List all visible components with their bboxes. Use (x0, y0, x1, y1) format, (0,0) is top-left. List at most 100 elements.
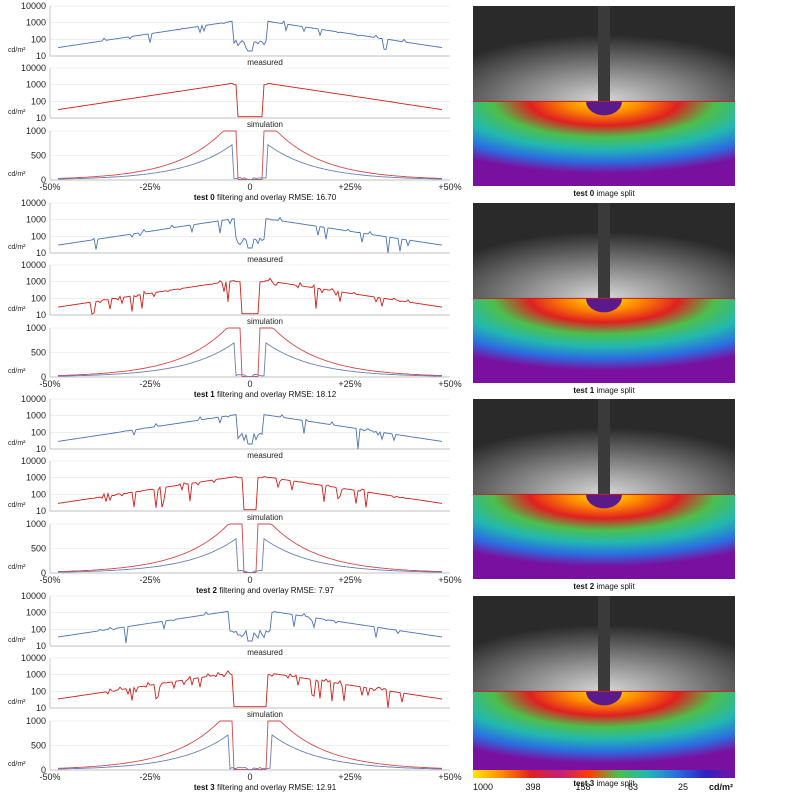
x-tick-label: -50% (39, 379, 60, 389)
y-tick-label: 1000 (26, 519, 46, 529)
x-tick-label: +25% (338, 772, 361, 782)
image-caption: test 3 image split (573, 779, 635, 788)
y-tick-label: 500 (31, 544, 46, 554)
overlay-measured-series (57, 143, 443, 180)
y-tick-label: 1000 (26, 670, 46, 680)
test-block-3: 10000100010010cd/m²measured1000010001001… (8, 591, 735, 792)
y-tick-label: 10 (36, 444, 46, 454)
unit-label: cd/m² (8, 47, 26, 54)
panel-label-measured: measured (247, 255, 283, 264)
y-tick-label: 10000 (21, 591, 46, 601)
y-tick-label: 10000 (21, 198, 46, 208)
lamp-stem (598, 6, 610, 102)
x-tick-label: -50% (39, 182, 60, 192)
caption-test-name: test 3 (194, 783, 215, 792)
caption-rmse: filtering and overlay RMSE: 16.70 (215, 193, 337, 202)
y-tick-label: 1000 (26, 277, 46, 287)
image-caption-suffix: image split (594, 582, 635, 591)
y-tick-label: 1000 (26, 18, 46, 28)
x-tick-label: +25% (338, 575, 361, 585)
test-block-1: 10000100010010cd/m²measured1000010001001… (8, 198, 735, 399)
x-tick-label: 0 (247, 575, 252, 585)
y-tick-label: 0 (41, 568, 46, 578)
y-tick-label: 1000 (26, 473, 46, 483)
y-tick-label: 1000 (26, 126, 46, 136)
panel-overlay: 1000 500 0 cd/m² -50% -25% 0 +25% +50% test 3 fil… (8, 716, 462, 792)
caption-rmse: filtering and overlay RMSE: 18.12 (215, 390, 337, 399)
panel-label-simulation: simulation (247, 120, 283, 129)
x-tick-label: -25% (139, 575, 160, 585)
heatmap-half (473, 691, 735, 776)
y-tick-label: 10 (36, 51, 46, 61)
image-caption-test-name: test 2 (573, 582, 594, 591)
x-tick-label: 0 (247, 379, 252, 389)
x-tick-label: -25% (139, 182, 160, 192)
heatmap-half (473, 494, 735, 579)
simulation-series (57, 277, 443, 315)
y-tick-label: 100 (31, 686, 46, 696)
image-caption: test 0 image split (573, 189, 635, 198)
y-tick-label: 10 (36, 506, 46, 516)
x-tick-label: +50% (438, 182, 461, 192)
measured-series (57, 413, 443, 450)
heatmap-half (473, 101, 735, 186)
panel-simulation: 10000 1000 100 10 cd/m² simulation (8, 653, 450, 719)
panel-label-measured: measured (247, 648, 283, 657)
y-tick-label: 100 (31, 231, 46, 241)
unit-label: cd/m² (8, 171, 26, 178)
heatmap-half (473, 298, 735, 383)
y-tick-label: 100 (31, 293, 46, 303)
image-caption-test-name: test 0 (573, 189, 594, 198)
panel-measured: 10000 1000 100 10 cd/m² measured (8, 1, 450, 67)
lamp-shade (586, 494, 622, 509)
y-tick-label: 100 (31, 489, 46, 499)
y-tick-label: 1000 (26, 215, 46, 225)
x-tick-label: +50% (438, 575, 461, 585)
panel-overlay: 1000 500 0 cd/m² -50% -25% 0 +25% +50% test 1 fil… (8, 323, 462, 399)
y-tick-label: 1000 (26, 323, 46, 333)
caption: test 2 filtering and overlay RMSE: 7.97 (196, 586, 334, 595)
y-tick-label: 10000 (21, 394, 46, 404)
unit-label: cd/m² (8, 440, 26, 447)
legend-value: 63 (628, 782, 638, 792)
x-tick-label: 0 (247, 182, 252, 192)
y-tick-label: 0 (41, 175, 46, 185)
image-caption-test-name: test 3 (573, 779, 594, 788)
panel-label-simulation: simulation (247, 710, 283, 719)
y-tick-label: 100 (31, 96, 46, 106)
y-tick-label: 10000 (21, 456, 46, 466)
y-tick-label: 100 (31, 34, 46, 44)
panel-measured: 10000 1000 100 10 cd/m² measured (8, 198, 450, 264)
unit-label: cd/m² (8, 564, 26, 571)
caption-test-name: test 1 (194, 390, 215, 399)
overlay-measured-series (57, 734, 443, 770)
caption: test 1 filtering and overlay RMSE: 18.12 (194, 390, 337, 399)
unit-label: cd/m² (8, 306, 26, 313)
unit-label: cd/m² (8, 502, 26, 509)
y-tick-label: 1000 (26, 80, 46, 90)
panel-label-measured: measured (247, 58, 283, 67)
x-tick-label: +25% (338, 379, 361, 389)
measured-series (57, 216, 443, 254)
legend-value: 158 (575, 782, 590, 792)
x-tick-label: -25% (139, 379, 160, 389)
unit-label: cd/m² (8, 109, 26, 116)
overlay-measured-series (58, 342, 442, 377)
y-tick-label: 10000 (21, 653, 46, 663)
unit-label: cd/m² (8, 244, 26, 251)
caption-rmse: filtering and overlay RMSE: 12.91 (215, 783, 337, 792)
unit-label: cd/m² (8, 637, 26, 644)
y-tick-label: 10 (36, 703, 46, 713)
image-caption-suffix: image split (594, 189, 635, 198)
panel-measured: 10000 1000 100 10 cd/m² measured (8, 394, 450, 460)
panel-simulation: 10000 1000 100 10 cd/m² simulation (8, 63, 450, 129)
y-tick-label: 100 (31, 624, 46, 634)
panel-simulation: 10000 1000 100 10 cd/m² simulation (8, 456, 450, 522)
measured-series (57, 20, 443, 52)
caption-test-name: test 0 (194, 193, 215, 202)
image-caption-suffix: image split (594, 386, 635, 395)
measured-series (57, 610, 443, 644)
simulation-series (57, 82, 443, 118)
